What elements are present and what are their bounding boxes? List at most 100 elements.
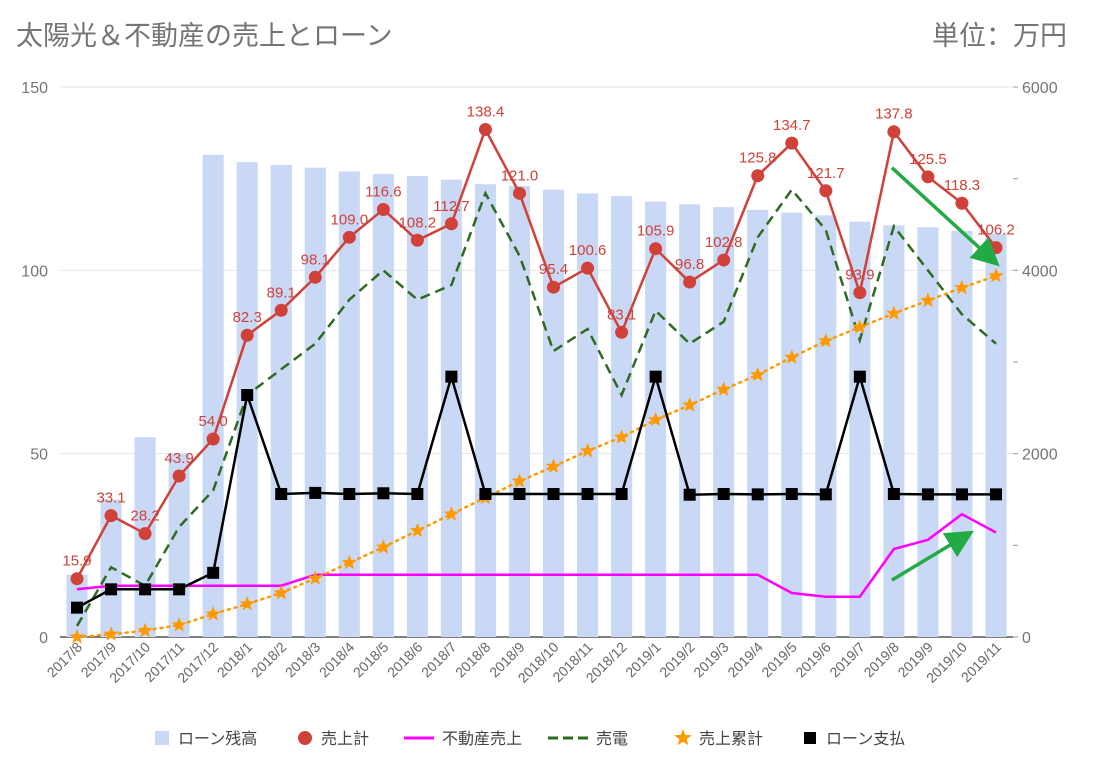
marker-cumulative-star xyxy=(375,539,391,554)
marker-cumulative-star xyxy=(988,267,1004,283)
marker-total-sales xyxy=(683,275,697,289)
x-tick-label: 2018/8 xyxy=(452,639,494,681)
marker-total-sales xyxy=(444,217,458,231)
line-loan-payment xyxy=(76,372,996,609)
marker-loan-payment xyxy=(581,488,594,500)
marker-loan-payment xyxy=(241,389,254,401)
marker-total-sales xyxy=(512,186,526,200)
data-label-total-sales: 109.0 xyxy=(331,211,369,228)
marker-loan-payment xyxy=(853,370,866,383)
marker-cumulative-star xyxy=(682,397,698,412)
marker-cumulative-star xyxy=(409,522,425,538)
marker-total-sales xyxy=(581,261,595,275)
marker-loan-payment xyxy=(411,488,424,500)
marker-total-sales xyxy=(717,253,731,267)
data-label-total-sales: 82.3 xyxy=(233,309,262,326)
bar-loan-balance xyxy=(849,221,871,637)
marker-loan-payment xyxy=(921,488,934,501)
left-tick-label: 0 xyxy=(39,630,48,647)
legend-swatch-square xyxy=(804,732,816,744)
left-tick-label: 100 xyxy=(21,263,48,280)
legend-label: ローン支払 xyxy=(826,729,905,748)
marker-total-sales xyxy=(615,325,629,339)
line-real-estate-sales xyxy=(76,512,997,598)
data-label-total-sales: 112.7 xyxy=(433,198,469,215)
marker-cumulative-star xyxy=(69,629,85,644)
data-label-total-sales: 96.8 xyxy=(675,256,704,273)
marker-total-sales xyxy=(853,286,867,300)
bar-loan-balance xyxy=(440,179,462,638)
marker-cumulative-star xyxy=(818,332,834,348)
x-tick-label: 2019/7 xyxy=(826,639,868,681)
x-tick-label: 2019/3 xyxy=(690,639,732,681)
marker-total-sales xyxy=(649,242,663,256)
data-label-total-sales: 83.1 xyxy=(607,306,636,323)
marker-loan-payment xyxy=(751,488,764,501)
right-tick-label: 2000 xyxy=(1022,447,1058,464)
unit-label: 単位：万円 xyxy=(932,21,1067,52)
series-markers xyxy=(69,123,1004,644)
bar-loan-balance xyxy=(406,175,428,637)
marker-total-sales xyxy=(70,572,84,586)
data-label-total-sales: 116.6 xyxy=(365,183,401,200)
data-label-total-sales: 121.0 xyxy=(501,167,539,184)
bar-loan-balance xyxy=(611,196,633,638)
x-tick-label: 2018/3 xyxy=(282,639,324,681)
marker-total-sales xyxy=(206,432,220,446)
data-label-total-sales: 108.2 xyxy=(399,214,437,231)
marker-cumulative-star xyxy=(307,570,323,585)
data-label-total-sales: 93.9 xyxy=(845,267,874,284)
marker-total-sales xyxy=(138,527,152,541)
marker-total-sales xyxy=(274,303,288,317)
data-label-total-sales: 106.2 xyxy=(977,222,1015,239)
data-label-total-sales: 138.4 xyxy=(467,104,505,121)
marker-cumulative-star xyxy=(750,366,766,382)
marker-loan-payment xyxy=(173,583,186,596)
marker-cumulative-star xyxy=(171,617,187,632)
bar-loan-balance xyxy=(202,154,224,638)
x-tick-label: 2019/2 xyxy=(656,639,698,681)
left-tick-label: 50 xyxy=(30,447,48,464)
marker-total-sales xyxy=(751,169,765,183)
legend-swatch-star xyxy=(674,729,692,746)
bar-loan-balance xyxy=(951,230,973,637)
marker-loan-payment xyxy=(275,488,288,500)
bar-loan-balance xyxy=(679,204,701,638)
marker-cumulative-star xyxy=(545,458,562,473)
marker-cumulative-star xyxy=(648,411,664,427)
marker-loan-payment xyxy=(377,487,390,500)
legend-label: 売上計 xyxy=(321,729,369,748)
data-label-total-sales: 95.4 xyxy=(539,261,568,278)
data-label-total-sales: 43.9 xyxy=(165,450,194,467)
marker-total-sales xyxy=(921,170,935,184)
data-label-total-sales: 98.1 xyxy=(301,251,330,268)
x-tick-label: 2017/8 xyxy=(44,639,86,681)
legend-label: ローン残高 xyxy=(178,729,257,748)
marker-cumulative-star xyxy=(784,349,800,364)
marker-total-sales xyxy=(547,280,561,294)
marker-total-sales xyxy=(955,196,969,210)
legend-swatch-circle xyxy=(298,731,312,745)
annotation-arrows xyxy=(890,166,1000,582)
data-label-total-sales: 121.7 xyxy=(807,165,845,182)
chart-title: 太陽光＆不動産の売上とローン xyxy=(16,21,393,52)
data-label-total-sales: 33.1 xyxy=(96,490,125,507)
bar-loan-balance xyxy=(577,193,599,638)
marker-cumulative-star xyxy=(920,292,936,308)
x-tick-label: 2019/5 xyxy=(758,639,800,681)
bar-loan-balance xyxy=(883,225,905,637)
x-tick-label: 2018/1 xyxy=(214,639,256,681)
bar-loan-balance xyxy=(781,212,803,638)
marker-total-sales xyxy=(819,184,833,198)
marker-cumulative-star xyxy=(205,606,221,621)
data-label-total-sales: 28.2 xyxy=(130,508,159,525)
bar-loan-balance xyxy=(304,167,326,637)
data-label-total-sales: 102.8 xyxy=(705,234,743,251)
legend: ローン残高 売上計 不動産売上 売電 売上累計 ローン支払 xyxy=(155,729,905,748)
legend-label: 不動産売上 xyxy=(442,729,522,748)
x-tick-label: 2018/2 xyxy=(248,639,290,681)
marker-cumulative-star xyxy=(341,554,357,570)
x-tick-label: 2018/7 xyxy=(418,639,460,681)
right-tick-label: 4000 xyxy=(1022,263,1058,280)
